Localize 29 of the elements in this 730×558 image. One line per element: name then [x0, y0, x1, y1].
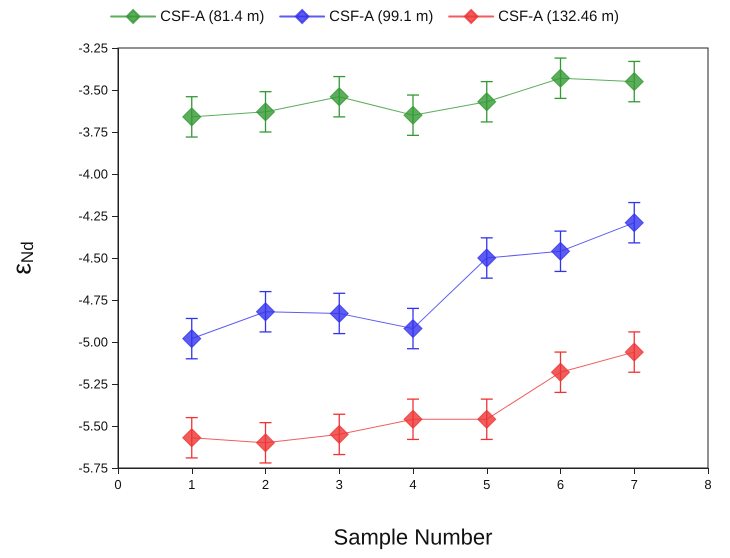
y-tick-label: -4.00 — [78, 166, 108, 182]
y-tick-label: -4.25 — [78, 208, 108, 224]
y-tick-label: -4.75 — [78, 292, 108, 308]
point — [256, 433, 275, 452]
y-tick-label: -5.00 — [78, 334, 108, 350]
x-tick-label: 5 — [483, 477, 490, 492]
y-tick-label: -3.50 — [78, 82, 108, 98]
x-axis-title: Sample Number — [334, 524, 492, 550]
y-tick-label: -5.75 — [78, 460, 108, 476]
point — [404, 106, 422, 125]
x-tick-label: 4 — [409, 477, 417, 492]
y-axis-title: εNd — [6, 241, 37, 275]
x-tick-label: 7 — [630, 477, 638, 492]
x-tick-label: 6 — [556, 477, 564, 492]
y-tick-label: -5.25 — [78, 376, 108, 392]
y-tick-label: -3.25 — [78, 40, 108, 56]
point — [404, 319, 422, 338]
x-tick-label: 0 — [114, 477, 122, 492]
y-tick-label: -3.75 — [78, 124, 108, 140]
x-tick-label: 8 — [704, 477, 712, 492]
legend-label: CSF-A (99.1 m) — [329, 8, 434, 25]
legend-label: CSF-A (132.46 m) — [498, 8, 620, 25]
y-tick-label: -4.50 — [78, 250, 108, 266]
x-tick-label: 2 — [262, 477, 270, 492]
x-tick-label: 1 — [188, 477, 196, 492]
legend-label: CSF-A (81.4 m) — [160, 8, 264, 25]
y-tick-label: -5.50 — [78, 418, 108, 434]
x-tick-label: 3 — [336, 477, 343, 492]
point — [256, 102, 275, 122]
